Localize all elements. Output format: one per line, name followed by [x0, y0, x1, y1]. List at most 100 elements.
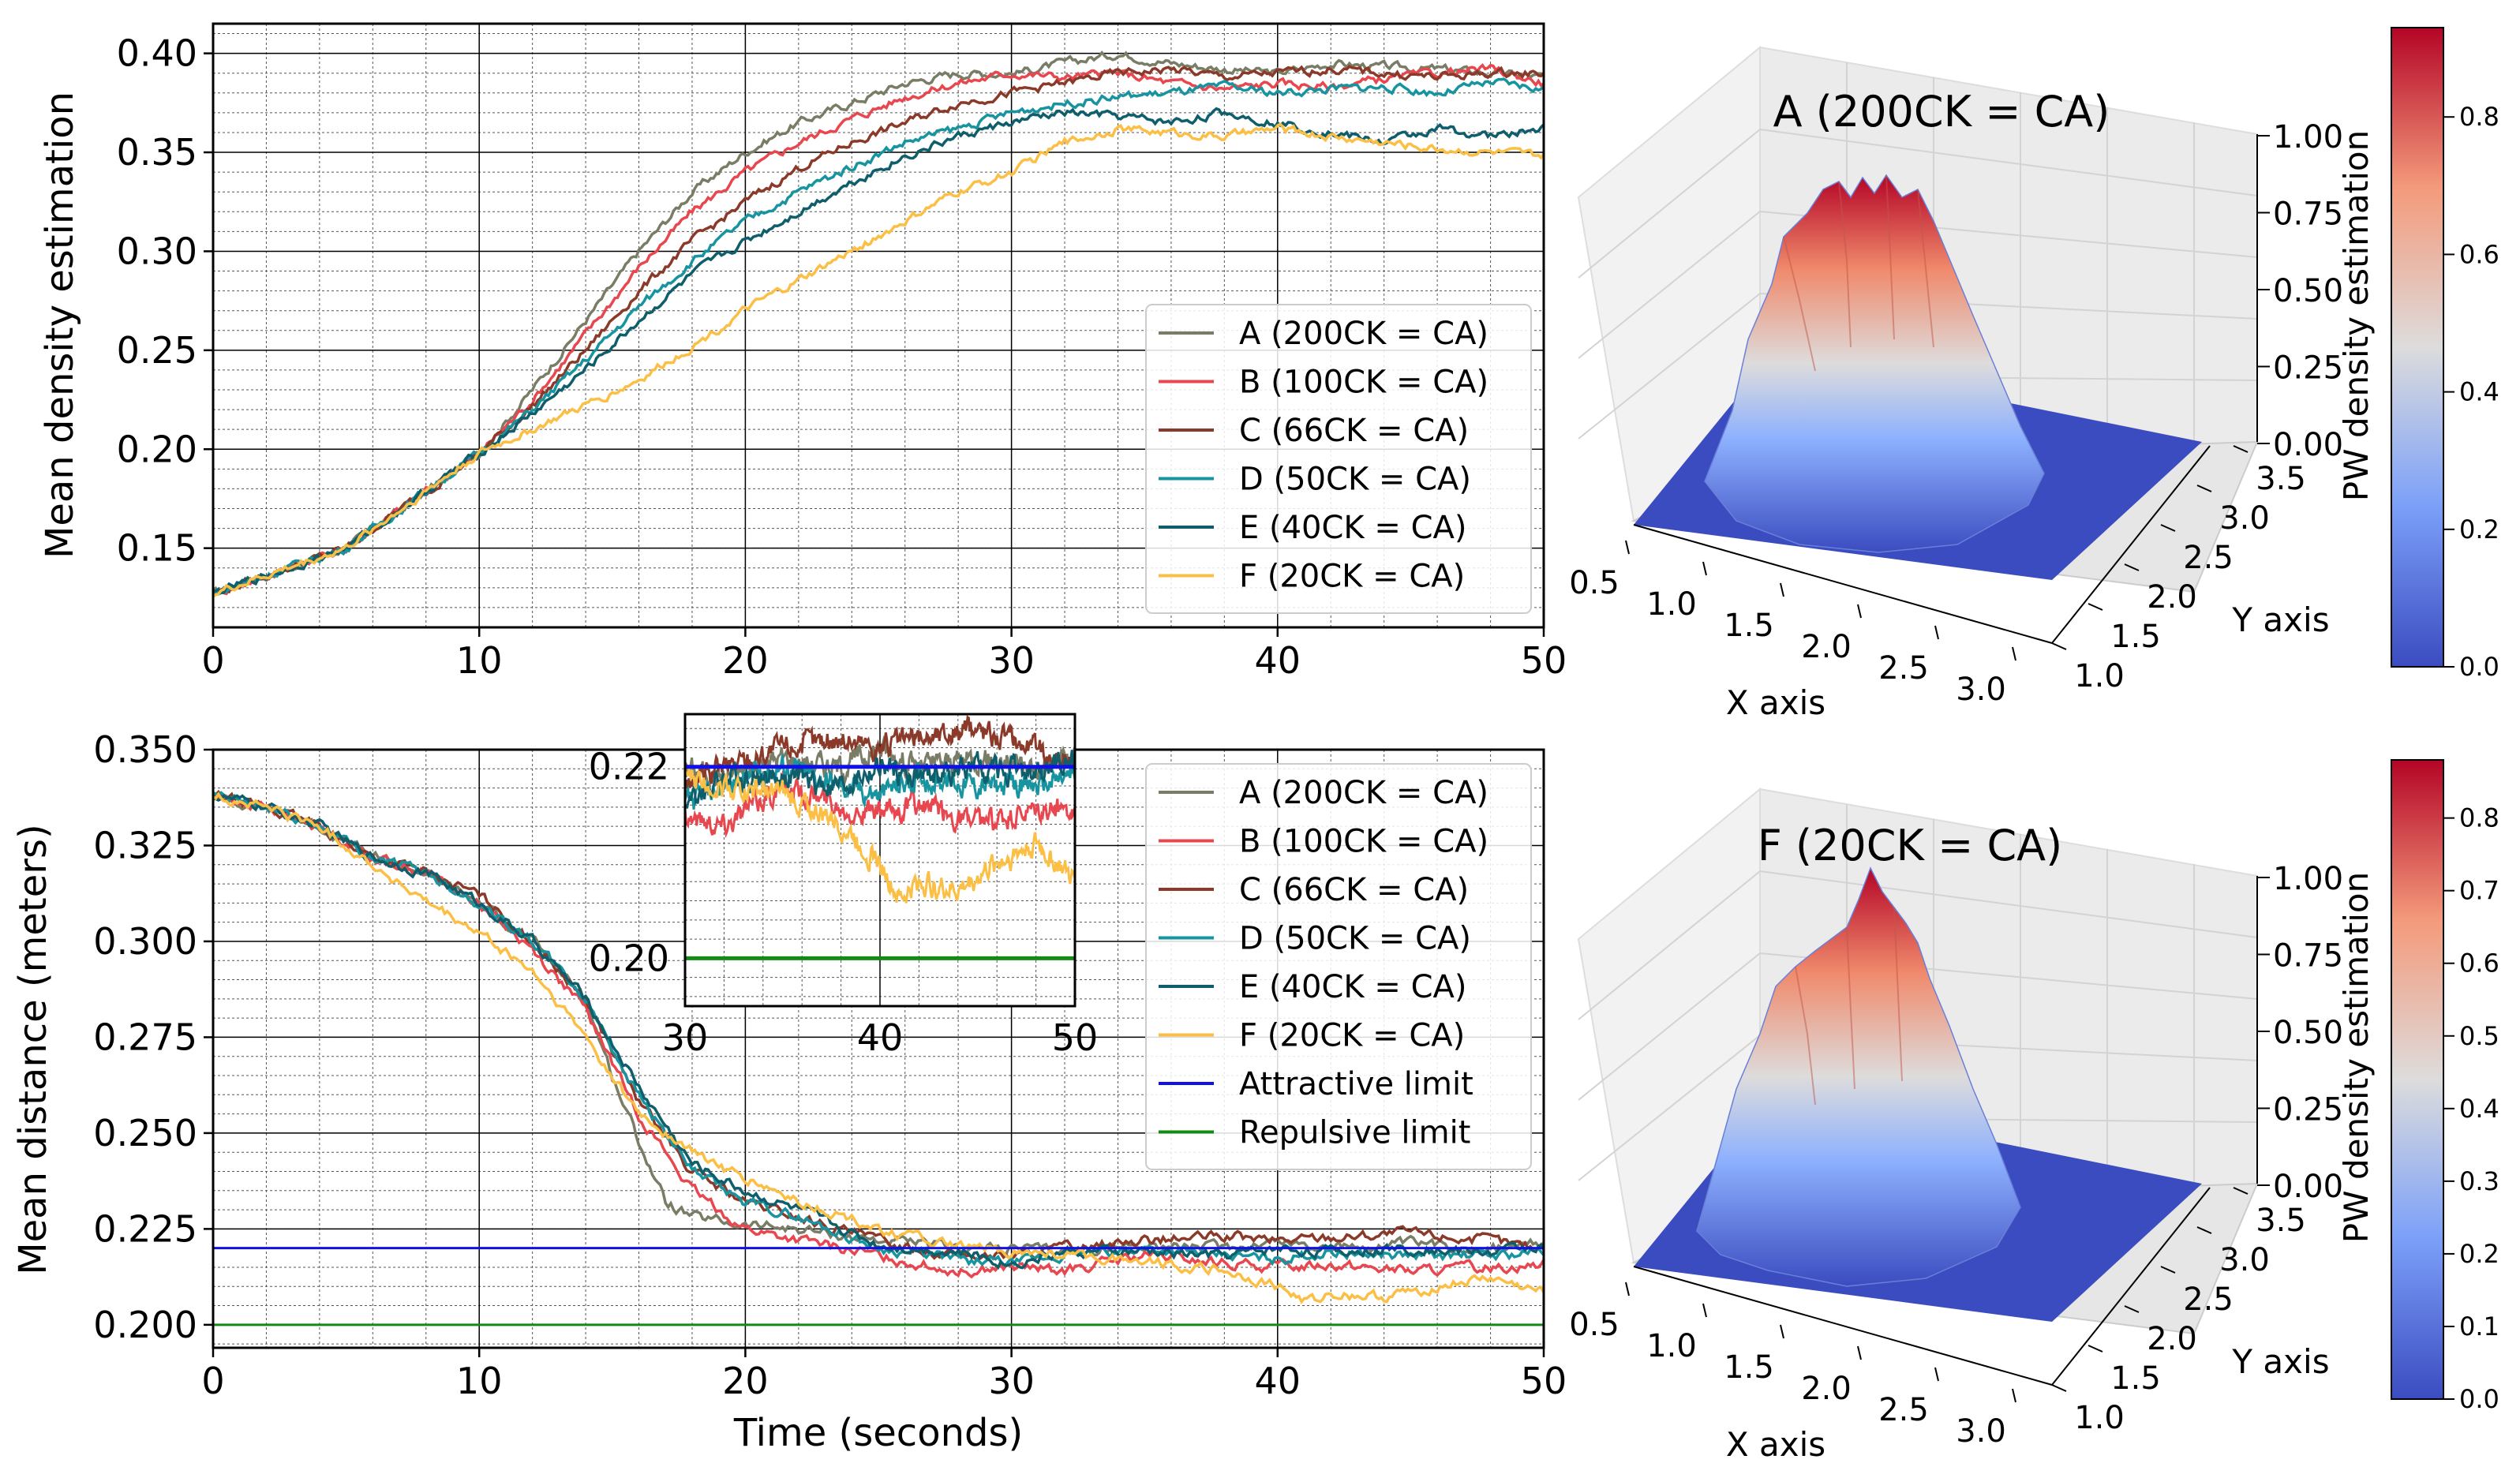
z-tick-label: 0.50: [2273, 1015, 2343, 1051]
colorbar-tick-label: 0.6: [2459, 949, 2499, 978]
y-tick-label: 2.0: [2147, 579, 2197, 616]
x-tick-label: 30: [988, 1360, 1035, 1402]
x-tick-mark: [1780, 1324, 1784, 1339]
legend-label: A (200CK = CA): [1239, 775, 1488, 811]
z-axis-label: PW density estimation: [2337, 130, 2376, 502]
x-tick-label: 0.5: [1569, 1307, 1619, 1343]
x-tick-label: 1.0: [1646, 586, 1697, 623]
x-tick-mark: [1857, 604, 1862, 619]
y-tick-label: 2.5: [2183, 1282, 2234, 1318]
y-axis-label: Y axis: [2231, 601, 2329, 639]
legend-box: [1145, 763, 1532, 1170]
surface-a-axes: 0.51.01.52.02.53.0X axis1.01.52.02.53.03…: [1569, 119, 2376, 722]
y-tick-label: 0.15: [117, 527, 197, 570]
density-chart-legend: A (200CK = CA) B (100CK = CA) C (66CK = CA…: [1145, 304, 1532, 614]
y-tick-label: 0.35: [117, 131, 197, 174]
y-axis-label: Y axis: [2231, 1342, 2329, 1381]
x-tick-label: 0: [201, 1360, 224, 1402]
distance-chart-xlabel: Time (seconds): [733, 1411, 1023, 1455]
legend-label: E (40CK = CA): [1239, 969, 1467, 1005]
legend-label: A (200CK = CA): [1239, 316, 1488, 352]
colorbar-f: [2391, 759, 2444, 1400]
y-tick-label: 0.325: [93, 824, 197, 866]
y-tick-label: 0.350: [93, 728, 197, 771]
legend-label: E (40CK = CA): [1239, 510, 1467, 546]
x-tick-label: 50: [1521, 639, 1567, 682]
legend-box: [1145, 304, 1532, 614]
colorbar-tick-label: 0.4: [2459, 377, 2499, 407]
legend-label: C (66CK = CA): [1239, 872, 1469, 908]
z-tick-label: 0.75: [2273, 938, 2343, 975]
x-tick-label: 1.0: [1646, 1328, 1697, 1364]
surface-f-axes: 0.51.01.52.02.53.0X axis1.01.52.02.53.03…: [1569, 861, 2376, 1464]
x-axis-label: X axis: [1726, 1425, 1825, 1464]
x-tick-mark: [1625, 1282, 1630, 1297]
y-tick-label: 0.200: [93, 1304, 197, 1346]
colorbar-tick-label: 0.3: [2459, 1166, 2499, 1196]
y-tick-mark: [2160, 1266, 2176, 1274]
z-axis-label: PW density estimation: [2337, 872, 2376, 1244]
x-tick-label: 3.0: [1956, 672, 2006, 708]
colorbar-tick-label: 0.0: [2459, 652, 2499, 682]
x-tick-mark: [1934, 1367, 1939, 1382]
x-tick-label: 3.0: [1956, 1413, 2006, 1450]
y-tick-mark: [2233, 445, 2249, 453]
y-tick-label: 0.20: [117, 428, 197, 470]
inset-x-tick-label: 40: [857, 1016, 904, 1059]
z-tick-label: 0.75: [2273, 196, 2343, 233]
x-tick-label: 1.5: [1724, 608, 1774, 644]
legend-label: D (50CK = CA): [1239, 921, 1471, 957]
inset-ticks: 30 40 50 0.20 0.22: [589, 746, 1099, 1059]
distance-chart-ticks: 0 10 20 30 40 50 0.200 0.225 0.250 0.275 0.300 0.32…: [93, 728, 1567, 1402]
series-line-d: [213, 791, 1544, 1267]
y-tick-mark: [2088, 1345, 2103, 1353]
colorbar-tick-label: 0.1: [2459, 1311, 2499, 1341]
y-tick-label: 0.300: [93, 920, 197, 963]
x-tick-label: 2.5: [1878, 650, 1929, 687]
z-tick-label: 0.25: [2273, 1092, 2343, 1128]
x-tick-mark: [1934, 625, 1939, 640]
series-line-e: [213, 107, 1544, 595]
x-tick-label: 2.5: [1878, 1392, 1929, 1428]
series-line-f: [213, 122, 1544, 598]
y-tick-mark: [2051, 642, 2067, 650]
colorbar-tick-label: 0.7: [2459, 876, 2499, 906]
y-tick-label: 1.5: [2110, 1360, 2161, 1397]
y-tick-label: 0.275: [93, 1016, 197, 1058]
y-tick-mark: [2196, 485, 2212, 492]
colorbar-tick-label: 0.8: [2459, 803, 2499, 833]
distance-chart-ylabel: Mean distance (meters): [11, 824, 55, 1275]
z-tick-label: 0.50: [2273, 273, 2343, 309]
x-tick-label: 10: [456, 639, 503, 682]
z-tick-label: 1.00: [2273, 861, 2343, 897]
legend-label: Attractive limit: [1239, 1066, 1473, 1102]
y-tick-label: 3.5: [2256, 461, 2306, 497]
x-tick-label: 40: [1255, 1360, 1301, 1402]
x-axis-line: [1633, 524, 2053, 644]
inset-frame: [683, 713, 1077, 1008]
x-tick-label: 40: [1255, 639, 1301, 682]
surface-f-title: F (20CK = CA): [1758, 821, 2062, 870]
legend-label: D (50CK = CA): [1239, 462, 1471, 498]
surface-a-title: A (200CK = CA): [1773, 87, 2110, 137]
inset-series-line-f: [685, 765, 1075, 904]
y-tick-label: 0.250: [93, 1112, 197, 1154]
y-tick-label: 1.5: [2110, 619, 2161, 655]
x-axis-label: X axis: [1726, 683, 1825, 722]
y-tick-label: 3.0: [2219, 500, 2270, 537]
x-tick-label: 2.0: [1801, 1371, 1852, 1407]
x-tick-mark: [2012, 646, 2016, 661]
colorbar-a: [2391, 27, 2444, 668]
colorbar-tick-label: 0.4: [2459, 1094, 2499, 1124]
x-tick-label: 10: [456, 1360, 503, 1402]
x-tick-label: 0: [201, 639, 224, 682]
surface-plot-f: F (20CK = CA) 0.5 1.0 1.5 2.0 2.5 3.0 X axis 1.…: [1569, 759, 2499, 1464]
x-tick-label: 50: [1521, 1360, 1567, 1402]
colorbar-tick-label: 0.5: [2459, 1021, 2499, 1051]
density-chart-ylabel: Mean density estimation: [38, 92, 82, 559]
legend-label: F (20CK = CA): [1239, 1018, 1465, 1054]
y-tick-mark: [2196, 1226, 2212, 1234]
distance-chart-series: [213, 789, 1544, 1326]
legend-label: Repulsive limit: [1239, 1115, 1470, 1151]
